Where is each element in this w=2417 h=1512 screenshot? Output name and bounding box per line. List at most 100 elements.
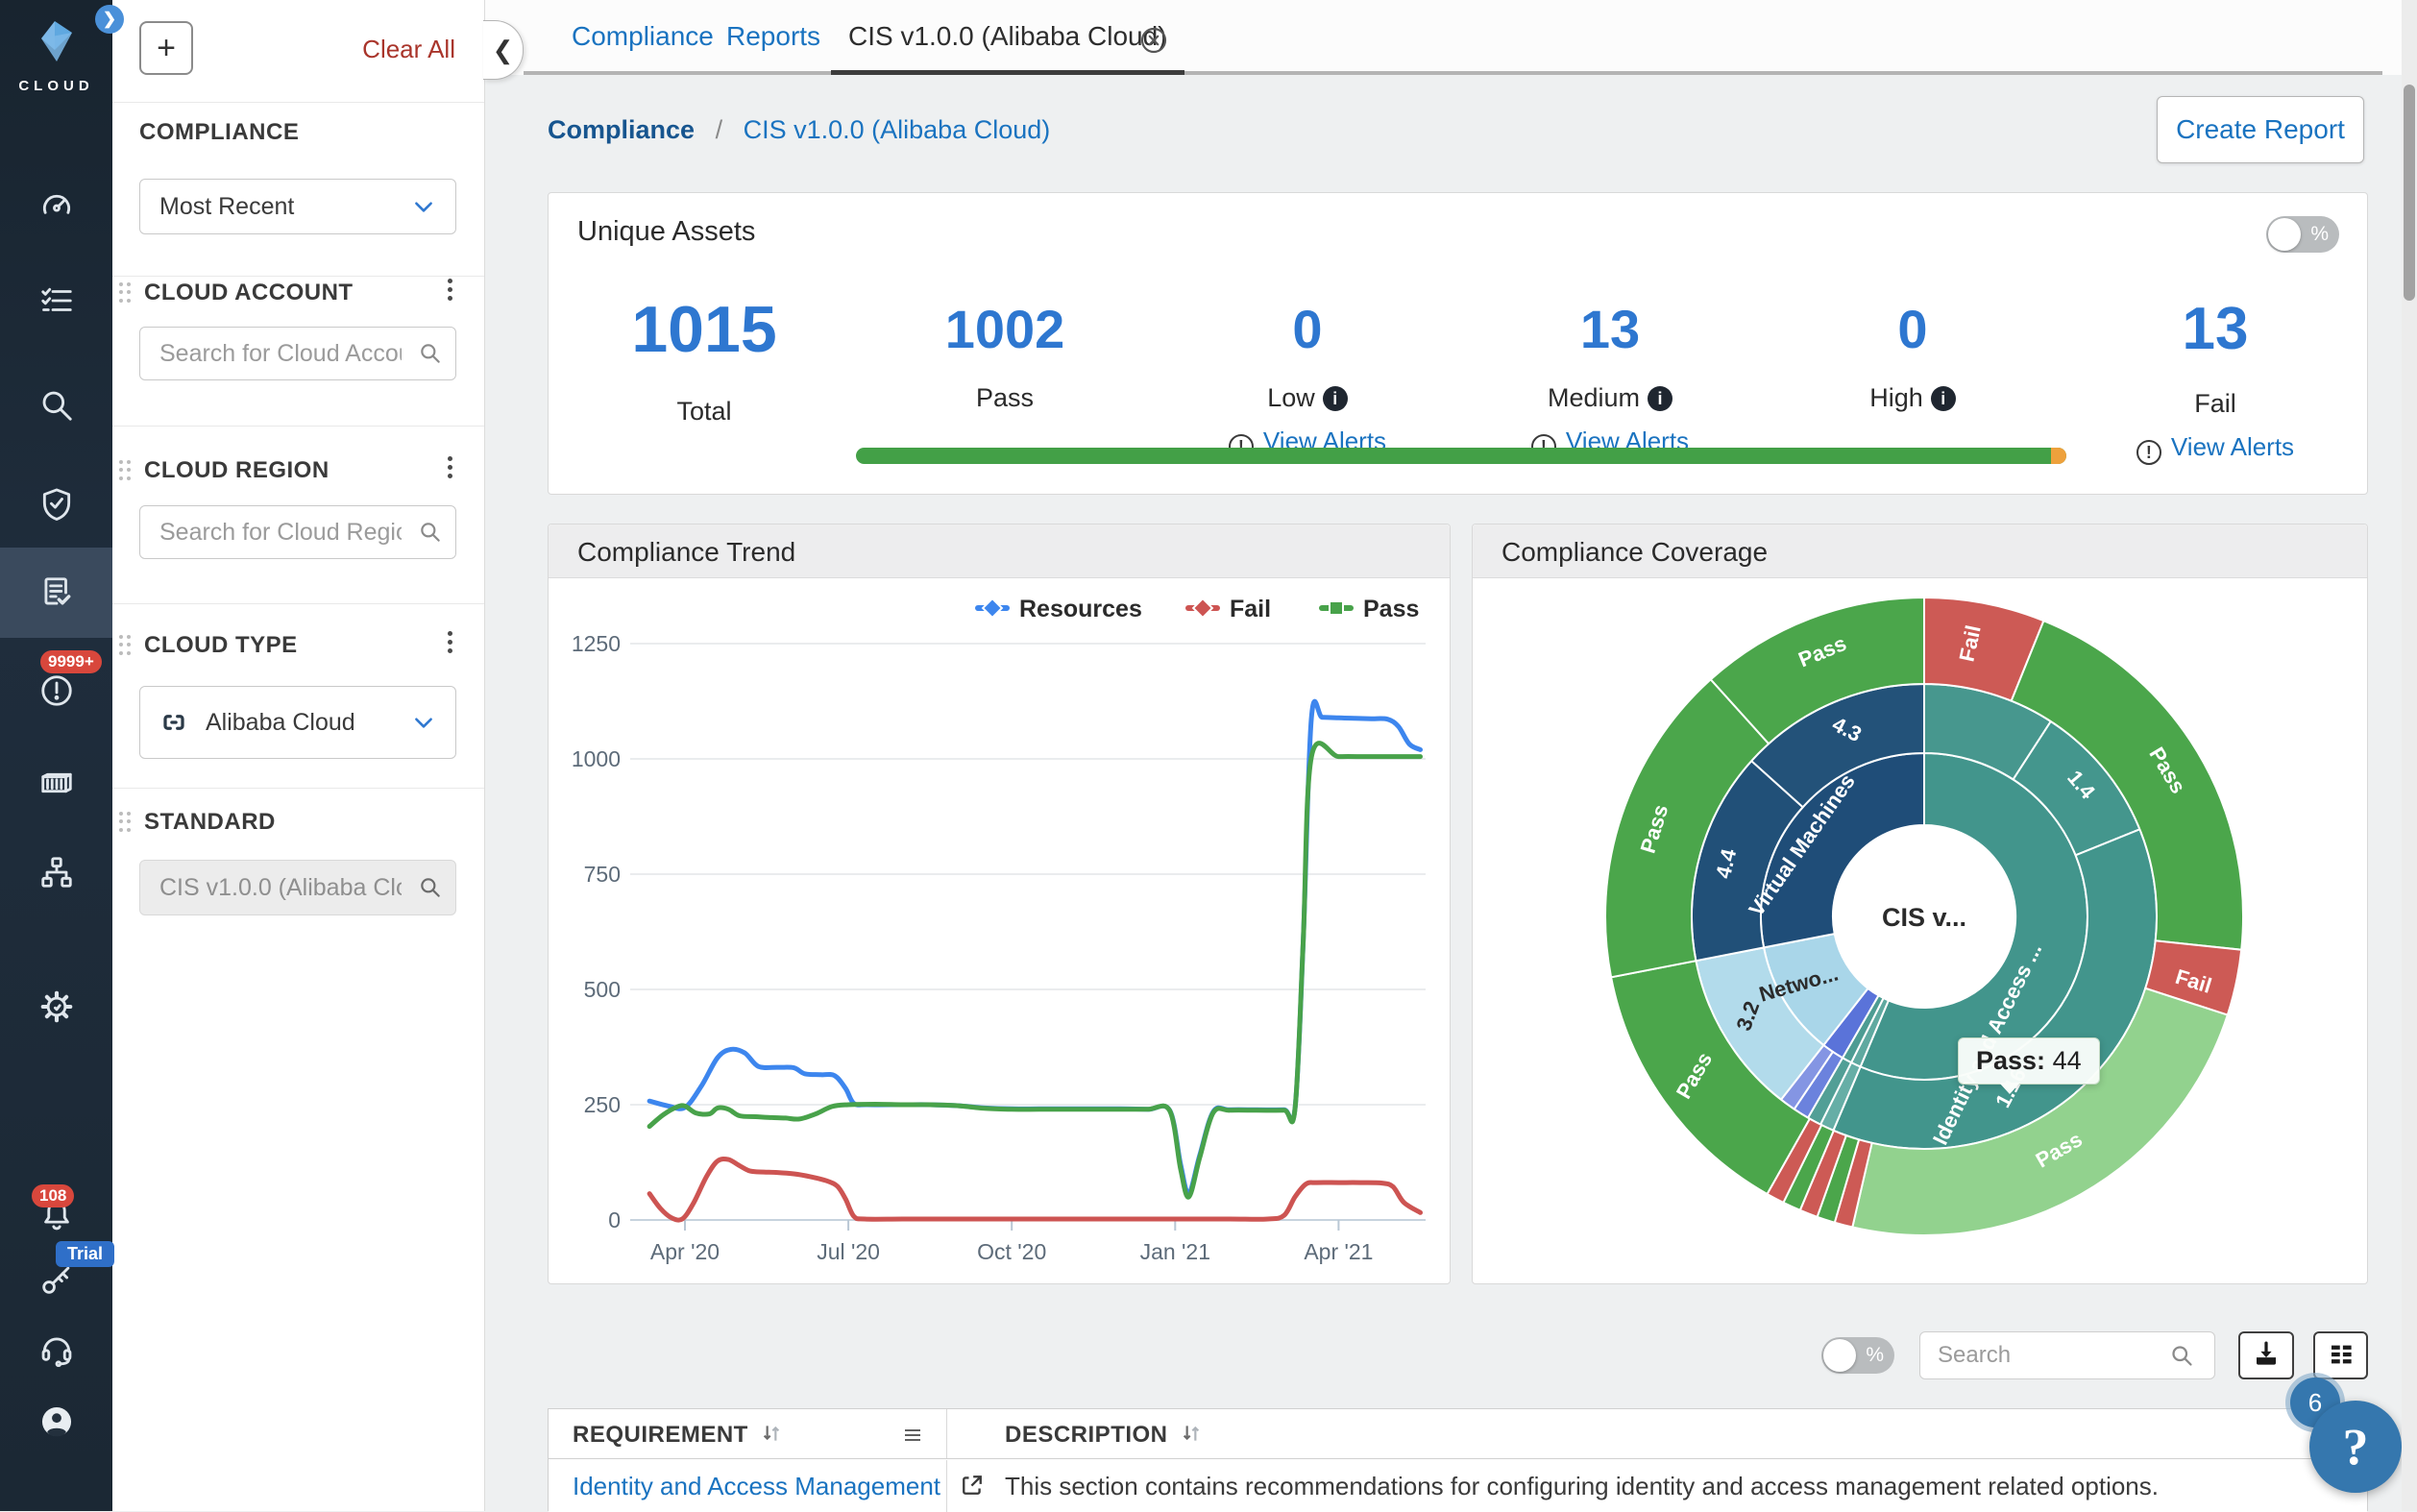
chevron-down-icon: [415, 202, 432, 212]
sort-icon[interactable]: [758, 1421, 785, 1452]
tab-cis-standard-active[interactable]: CIS v1.0.0 (Alibaba Cloud): [848, 21, 1167, 51]
trial-badge: Trial: [56, 1241, 115, 1267]
filter-section-cloud-type: CLOUD TYPE: [144, 632, 298, 658]
pass-fail-progress-bar: [856, 448, 2066, 464]
clear-all-button[interactable]: Clear All: [362, 35, 455, 63]
drag-handle-icon[interactable]: [119, 282, 133, 304]
sidebar-expand-icon[interactable]: ❯: [95, 5, 124, 34]
breadcrumb-current[interactable]: CIS v1.0.0 (Alibaba Cloud): [743, 115, 1051, 144]
cloud-account-menu-icon[interactable]: [435, 273, 464, 305]
view-alerts-fail-link[interactable]: ! View Alerts: [2090, 432, 2340, 465]
sidebar-item-security-posture[interactable]: [0, 470, 112, 539]
fail-bar-segment: [2051, 448, 2066, 464]
svg-text:Fail: Fail: [1230, 596, 1271, 622]
drag-handle-icon[interactable]: [119, 635, 133, 656]
sidebar-item-compliance-active[interactable]: [0, 548, 112, 638]
svg-text:500: 500: [584, 977, 621, 1002]
sidebar-item-profile[interactable]: [0, 1387, 112, 1456]
stat-total: 1015 Total: [579, 289, 829, 427]
sunburst-tooltip: Pass: 44: [1958, 1037, 2100, 1094]
stat-high-value: 0: [1897, 299, 1928, 359]
sidebar-item-dashboard[interactable]: [0, 172, 112, 241]
sidebar-item-access-keys[interactable]: [0, 1245, 112, 1314]
notifications-count-badge: 108: [32, 1184, 75, 1207]
cloud-region-search-input[interactable]: [139, 505, 456, 559]
standard-filter-input[interactable]: [139, 860, 456, 915]
headset-icon: [41, 1337, 71, 1368]
filter-section-standard: STANDARD: [144, 809, 276, 835]
sidebar-item-checklist[interactable]: [0, 266, 112, 335]
download-button[interactable]: [2238, 1331, 2294, 1379]
stat-pass: 1002 Pass: [880, 289, 1130, 413]
create-report-button[interactable]: Create Report: [2157, 96, 2364, 163]
column-header-requirement[interactable]: REQUIREMENT: [573, 1421, 785, 1452]
coverage-panel-header: Compliance Coverage: [1473, 524, 2367, 578]
gear-icon: [40, 990, 72, 1023]
info-icon[interactable]: i: [1930, 386, 1956, 411]
sidebar-item-support[interactable]: [0, 1315, 112, 1384]
stat-low-label: Low i: [1183, 383, 1432, 413]
container-icon: [40, 772, 72, 793]
search-icon: [421, 878, 440, 897]
tooltip-value: 44: [2052, 1046, 2082, 1075]
breadcrumb: Compliance / CIS v1.0.0 (Alibaba Cloud): [548, 115, 1050, 145]
app-logo[interactable]: CLOUD: [0, 17, 112, 94]
coverage-panel-title: Compliance Coverage: [1501, 537, 1769, 567]
sidebar-item-containers[interactable]: [0, 748, 112, 817]
assets-percent-toggle[interactable]: %: [2266, 216, 2339, 253]
filter-section-compliance: COMPLIANCE: [139, 119, 300, 145]
close-tab-icon[interactable]: [1138, 25, 1169, 56]
column-menu-icon[interactable]: [900, 1424, 925, 1447]
network-topology-icon: [40, 857, 72, 888]
cloud-type-icon: [163, 715, 184, 730]
cloud-type-select[interactable]: Alibaba Cloud: [139, 686, 456, 759]
tab-bar: Compliance Reports CIS v1.0.0 (Alibaba C…: [485, 0, 2402, 75]
svg-text:Pass: Pass: [1363, 596, 1419, 622]
add-filter-button[interactable]: +: [139, 21, 193, 75]
download-icon: [2257, 1341, 2276, 1365]
stat-medium-value: 13: [1579, 299, 1641, 359]
cloud-region-menu-icon[interactable]: [435, 451, 464, 483]
alerts-count-badge: 9999+: [40, 650, 102, 673]
sidebar-item-search[interactable]: [0, 371, 112, 440]
stat-fail-value: 13: [2182, 296, 2249, 362]
scrollbar-thumb[interactable]: [2404, 85, 2415, 301]
table-row: Identity and Access Management This sect…: [549, 1460, 2367, 1512]
breadcrumb-parent[interactable]: Compliance: [548, 115, 696, 144]
sidebar-item-network[interactable]: [0, 838, 112, 907]
stat-medium: 13 Medium i ! View Alerts: [1485, 289, 1735, 459]
table-columns-button[interactable]: [2313, 1331, 2368, 1379]
sunburst-center-label: CIS v...: [1882, 903, 1966, 932]
cloud-account-search-input[interactable]: [139, 327, 456, 380]
table-percent-toggle[interactable]: %: [1821, 1337, 1894, 1374]
table-search-input[interactable]: [1919, 1331, 2215, 1379]
sidebar-item-settings[interactable]: [0, 972, 112, 1041]
logo-icon: [40, 21, 72, 61]
toggle-percent-label: %: [2310, 223, 2329, 245]
compliance-trend-chart[interactable]: 0 250 500 750 1000 1250 Apr '20 Jul '20 Oct '20 J…: [549, 579, 1450, 1284]
cloud-type-value: Alibaba Cloud: [206, 708, 355, 736]
trend-panel-header: Compliance Trend: [549, 524, 1450, 578]
column-header-description[interactable]: DESCRIPTION: [1005, 1421, 1205, 1452]
sort-icon[interactable]: [1178, 1421, 1205, 1452]
sidebar-item-alerts[interactable]: [0, 656, 112, 725]
drag-handle-icon[interactable]: [119, 812, 133, 833]
time-range-select[interactable]: Most Recent: [139, 179, 456, 234]
requirements-table: REQUIREMENT DESCRIPTION Identity and Acc…: [548, 1408, 2368, 1512]
stat-pass-label: Pass: [975, 383, 1035, 412]
tab-reports[interactable]: Reports: [726, 21, 821, 51]
compliance-coverage-sunburst[interactable]: Identity and Access ...Netwo...Virtual M…: [1473, 579, 2367, 1284]
search-icon: [2172, 1346, 2192, 1366]
requirement-link[interactable]: Identity and Access Management: [573, 1472, 986, 1501]
info-icon[interactable]: i: [1648, 386, 1673, 411]
cloud-type-menu-icon[interactable]: [435, 625, 464, 658]
divider: [112, 426, 484, 427]
logo-text: CLOUD: [18, 78, 94, 94]
svg-text:Apr '20: Apr '20: [650, 1239, 720, 1264]
time-range-value: Most Recent: [159, 192, 295, 220]
tab-compliance[interactable]: Compliance: [572, 21, 714, 51]
page-scrollbar[interactable]: [2402, 0, 2417, 1511]
drag-handle-icon[interactable]: [119, 460, 133, 481]
help-button[interactable]: ?: [2309, 1401, 2402, 1493]
info-icon[interactable]: i: [1322, 386, 1348, 411]
